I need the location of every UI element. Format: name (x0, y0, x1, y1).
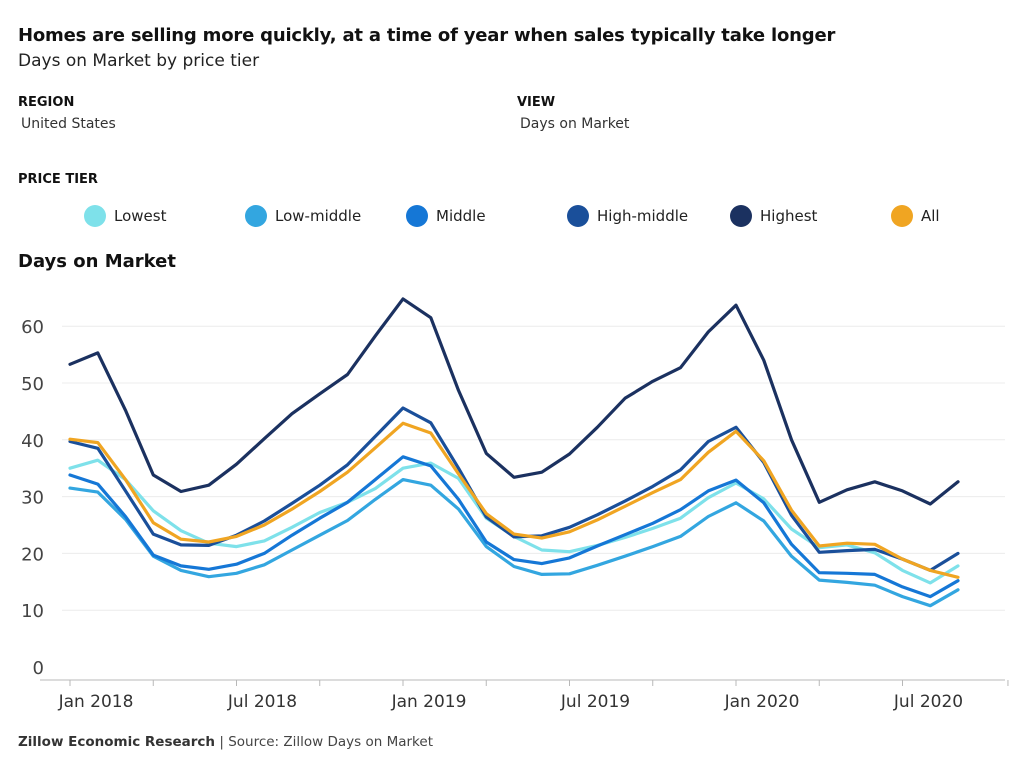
series-line-all[interactable] (68, 421, 960, 579)
legend-swatch-lowest (84, 205, 106, 227)
footer-source: Source: Zillow Days on Market (228, 734, 433, 750)
series-line-low-middle[interactable] (68, 478, 960, 608)
y-tick-label: 0 (33, 658, 44, 679)
chart-title: Homes are selling more quickly, at a tim… (18, 25, 836, 46)
x-tick-label: Jan 2018 (58, 692, 134, 712)
view-label: VIEW (517, 95, 556, 110)
x-tick-label: Jul 2020 (893, 692, 963, 712)
price-tier-legend: Lowest Low-middle Middle High-middle Hig… (0, 205, 1024, 233)
y-tick-label: 20 (21, 544, 44, 565)
y-tick-label: 60 (21, 317, 44, 338)
region-label: REGION (18, 95, 75, 110)
legend-label-lowest: Lowest (114, 207, 167, 225)
x-tick-label: Jul 2019 (560, 692, 630, 712)
legend-swatch-high-middle (567, 205, 589, 227)
legend-item-low-middle[interactable]: Low-middle (245, 205, 361, 227)
legend-swatch-low-middle (245, 205, 267, 227)
view-select[interactable]: Days on Market (520, 116, 630, 132)
footer: Zillow Economic Research | Source: Zillo… (18, 734, 433, 750)
x-tick-label: Jan 2020 (724, 692, 800, 712)
chart-subtitle: Days on Market by price tier (18, 51, 260, 71)
legend-label-all: All (921, 207, 940, 225)
y-tick-label: 30 (21, 488, 44, 509)
legend-swatch-all (891, 205, 913, 227)
series-line-highest[interactable] (68, 297, 960, 506)
legend-item-all[interactable]: All (891, 205, 940, 227)
legend-swatch-highest (730, 205, 752, 227)
series-line-middle[interactable] (68, 455, 960, 599)
legend-item-high-middle[interactable]: High-middle (567, 205, 688, 227)
y-tick-label: 40 (21, 431, 44, 452)
price-tier-label: PRICE TIER (18, 172, 98, 187)
footer-separator: | (219, 734, 224, 750)
series-line-high-middle[interactable] (68, 406, 960, 573)
footer-org: Zillow Economic Research (18, 734, 216, 750)
y-tick-label: 50 (21, 374, 44, 395)
x-tick-label: Jul 2018 (227, 692, 297, 712)
legend-item-middle[interactable]: Middle (406, 205, 486, 227)
legend-label-middle: Middle (436, 207, 486, 225)
legend-label-high-middle: High-middle (597, 207, 689, 225)
x-tick-label: Jan 2019 (391, 692, 467, 712)
legend-item-highest[interactable]: Highest (730, 205, 817, 227)
y-tick-label: 10 (21, 601, 44, 622)
legend-item-lowest[interactable]: Lowest (84, 205, 166, 227)
grid-lines (62, 325, 1005, 611)
region-select[interactable]: United States (21, 116, 116, 132)
axes: 0 10 20 30 40 50 60 Jan 2018 Jul 2018 Jan 2019 Jul… (21, 317, 1009, 712)
legend-label-highest: Highest (760, 207, 818, 225)
chart-heading: Days on Market (18, 251, 176, 272)
legend-label-low-middle: Low-middle (275, 207, 362, 225)
series-lines (68, 297, 960, 608)
legend-swatch-middle (406, 205, 428, 227)
